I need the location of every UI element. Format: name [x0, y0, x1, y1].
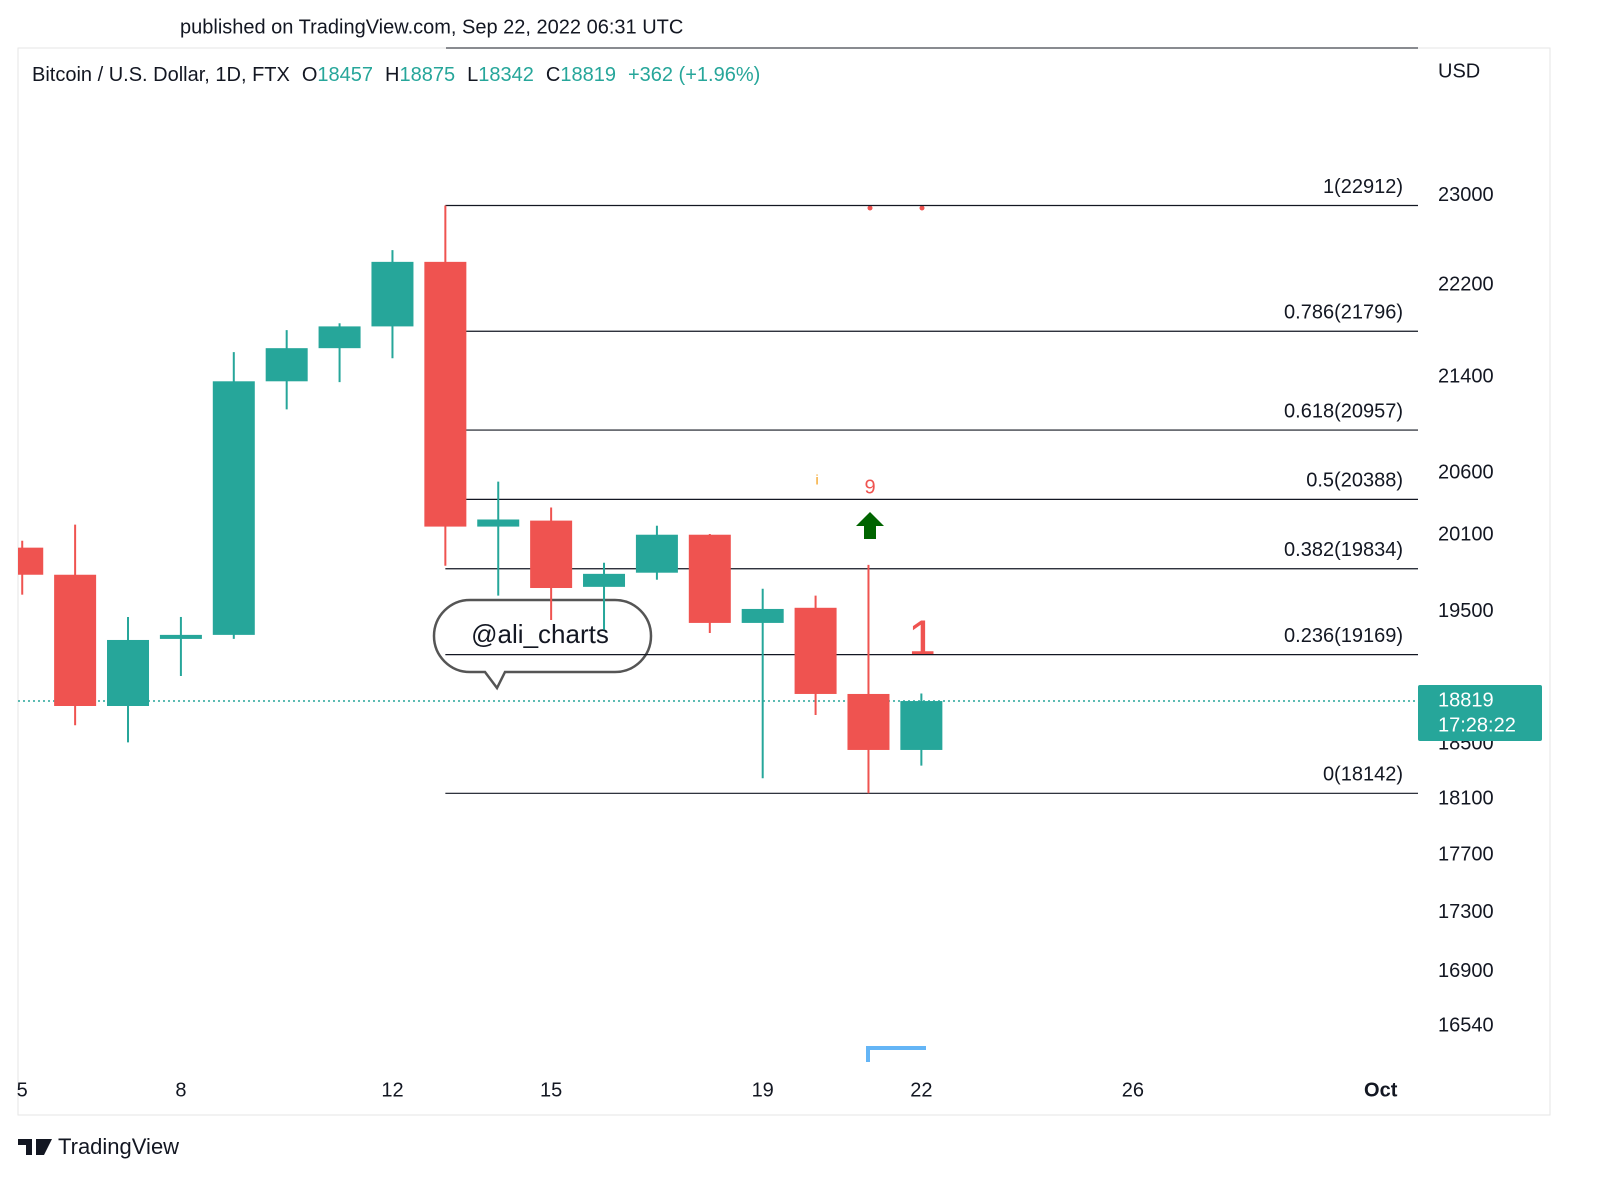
- x-tick-label: 26: [1122, 1079, 1144, 1101]
- candle-body: [265, 348, 308, 382]
- count-start: 1: [908, 610, 936, 666]
- change-label: +362 (+1.96%): [628, 64, 760, 86]
- fib-label: 0.5(20388): [1306, 470, 1403, 492]
- plot-area: [18, 204, 1418, 794]
- ohlc-value: 18875: [400, 64, 456, 86]
- x-tick-label: 5: [17, 1079, 28, 1101]
- ohlc-value: 18457: [317, 64, 373, 86]
- callout-text: @ali_charts: [471, 619, 609, 649]
- y-tick-label: 17700: [1438, 844, 1494, 866]
- x-tick-label: 15: [540, 1079, 562, 1101]
- ohlc-value: 18819: [560, 64, 616, 86]
- candle-body: [900, 701, 943, 750]
- last-price-badge: [1418, 685, 1542, 742]
- y-tick-label: 17300: [1438, 901, 1494, 923]
- y-tick-label: 18100: [1438, 787, 1494, 809]
- range-bracket: [866, 1046, 926, 1062]
- marker-dot: [867, 205, 873, 211]
- y-tick-label: 23000: [1438, 184, 1494, 206]
- candle-body: [371, 261, 414, 327]
- candle-body: [688, 534, 731, 623]
- up-arrow: [856, 512, 884, 539]
- candle-body: [741, 608, 784, 623]
- candle-body: [159, 634, 202, 639]
- callout-bubble: [432, 598, 653, 691]
- candle-body: [212, 381, 255, 635]
- fib-label: 0.786(21796): [1284, 302, 1403, 324]
- footer-logo: TradingView: [18, 1134, 179, 1159]
- y-tick-label: 16540: [1438, 1014, 1494, 1036]
- y-tick-label: 22200: [1438, 273, 1494, 295]
- candle-body: [18, 547, 44, 575]
- fib-label: 0.382(19834): [1284, 539, 1403, 561]
- published-header: published on TradingView.com, Sep 22, 20…: [180, 16, 683, 38]
- symbol-title: Bitcoin / U.S. Dollar, 1D, FTX: [32, 64, 290, 86]
- y-tick-label: 16900: [1438, 960, 1494, 982]
- currency: USD: [1438, 60, 1480, 82]
- candle-body: [424, 261, 467, 527]
- ohlc-value: 18342: [478, 64, 534, 86]
- candle-body: [794, 607, 837, 694]
- fib-label: 0(18142): [1323, 764, 1403, 786]
- ohlc-key: O: [302, 64, 318, 86]
- candle-body: [107, 639, 150, 706]
- y-tick-label: 19500: [1438, 600, 1494, 622]
- candle-body: [530, 520, 573, 589]
- candle-body: [847, 693, 890, 750]
- x-tick-label: 22: [910, 1079, 932, 1101]
- fib-label: 0.618(20957): [1284, 400, 1403, 422]
- count-label: 9: [864, 476, 875, 498]
- info-marker: i: [815, 472, 818, 488]
- marker-dot: [919, 205, 925, 211]
- last-price-label: 18819: [1438, 689, 1494, 711]
- ohlc-key: C: [546, 64, 560, 86]
- candle-body: [583, 573, 626, 587]
- candle-body: [477, 519, 520, 527]
- countdown-label: 17:28:22: [1438, 714, 1516, 736]
- candle-body: [54, 574, 97, 706]
- x-tick-label: 19: [752, 1079, 774, 1101]
- ohlc-key: L: [467, 64, 478, 86]
- x-tick-label: 12: [381, 1079, 403, 1101]
- symbol-legend: Bitcoin / U.S. Dollar, 1D, FTX O18457 H188…: [32, 64, 760, 86]
- candle-body: [318, 326, 361, 349]
- y-tick-label: 20100: [1438, 524, 1494, 546]
- fib-label: 1(22912): [1323, 176, 1403, 198]
- logo-mark: [18, 1139, 52, 1155]
- y-tick-label: 21400: [1438, 366, 1494, 388]
- candle-body: [635, 534, 678, 573]
- x-tick-label: 8: [175, 1079, 186, 1101]
- ohlc-key: H: [385, 64, 399, 86]
- x-tick-label: Oct: [1364, 1079, 1398, 1101]
- footer-brand: TradingView: [58, 1134, 179, 1159]
- fib-label: 0.236(19169): [1284, 625, 1403, 647]
- y-tick-label: 20600: [1438, 462, 1494, 484]
